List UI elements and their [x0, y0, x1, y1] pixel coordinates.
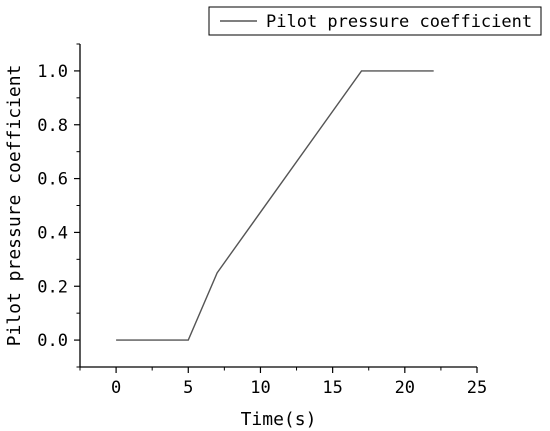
x-tick-label: 20 [395, 378, 415, 398]
y-axis-label: Pilot pressure coefficient [4, 65, 25, 347]
x-tick-label: 25 [467, 378, 487, 398]
x-tick-label: 5 [183, 378, 193, 398]
y-tick-label: 1.0 [37, 62, 68, 82]
x-tick-label: 15 [322, 378, 342, 398]
legend: Pilot pressure coefficient [208, 6, 542, 36]
y-tick-label: 0.6 [37, 170, 68, 190]
y-tick-label: 0.4 [37, 223, 68, 243]
x-axis-label: Time(s) [241, 409, 317, 430]
legend-entry: Pilot pressure coefficient [266, 12, 532, 32]
axes [79, 44, 477, 368]
y-tick-label: 0.2 [37, 277, 68, 297]
y-tick-label: 0.8 [37, 116, 68, 136]
x-tick-label: 10 [250, 378, 270, 398]
legend-box [208, 6, 542, 36]
ticks: 0 5 10 15 20 25 0.0 0.2 0.4 0.6 0.8 1.0 [37, 43, 487, 398]
series-layer [116, 70, 434, 341]
y-tick-label: 0.0 [37, 331, 68, 351]
x-tick-label: 0 [111, 378, 121, 398]
series-line [116, 70, 434, 341]
